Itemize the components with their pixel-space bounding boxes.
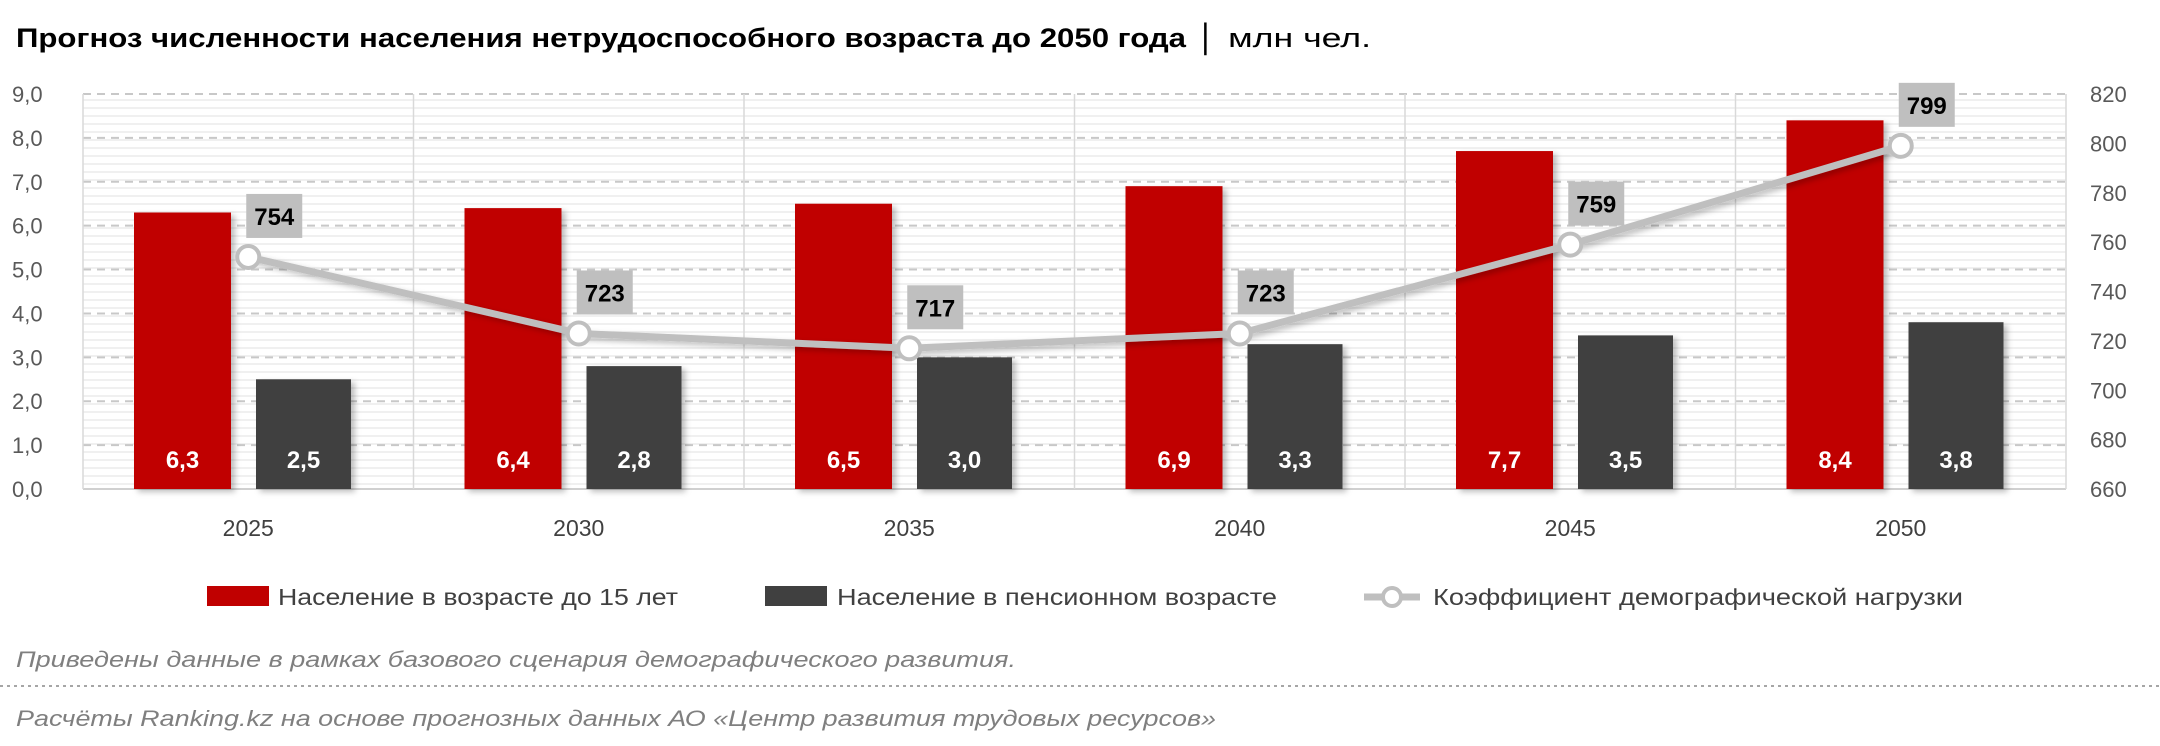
ratio-label-box (1898, 82, 1955, 127)
bar-under-15 (464, 208, 562, 489)
y-left-tick-label: 7,0 (12, 170, 43, 195)
y-left-tick-label: 2,0 (12, 389, 43, 414)
y-left-tick-label: 6,0 (12, 214, 43, 239)
y-left-tick-label: 5,0 (12, 258, 43, 283)
source-note: Расчёты Ranking.kz на основе прогнозных … (16, 706, 1216, 731)
y-right-tick-label: 820 (2090, 82, 2127, 107)
bar-value-label: 3,8 (1939, 447, 1972, 474)
legend-line-marker (1381, 586, 1403, 608)
ratio-label-box (1237, 270, 1294, 315)
y-left-tick-label: 4,0 (12, 301, 43, 326)
y-right-tick-label: 760 (2090, 230, 2127, 255)
bar-value-label: 3,3 (1278, 447, 1311, 474)
bar-value-label: 8,4 (1818, 447, 1852, 474)
y-right-tick-label: 680 (2090, 428, 2127, 453)
legend-label-under-15: Население в возрасте до 15 лет (278, 584, 679, 610)
footnote: Приведены данные в рамках базового сцена… (16, 647, 1016, 672)
ratio-value-label: 759 (1576, 192, 1616, 219)
legend-swatch-under-15 (207, 586, 269, 606)
legend-swatch-pension (765, 586, 827, 606)
ratio-value-label: 723 (585, 280, 625, 307)
bar-pension (1247, 344, 1343, 489)
x-tick-label: 2040 (1214, 515, 1265, 541)
bar-under-15 (1456, 151, 1553, 490)
bar-pension (1578, 335, 1673, 489)
y-left-tick-label: 1,0 (12, 433, 43, 458)
legend-label-ratio: Коэффициент демографической нагрузки (1433, 584, 1963, 610)
ratio-marker (565, 320, 592, 347)
legend-label-pension: Население в пенсионном возрасте (837, 584, 1277, 610)
ratio-label-box (907, 285, 964, 330)
bar-value-label: 6,4 (496, 447, 530, 474)
bar-value-label: 3,5 (1609, 447, 1642, 474)
ratio-label-box (1568, 181, 1625, 226)
ratio-value-label: 754 (254, 204, 295, 231)
ratio-marker (896, 335, 923, 362)
bar-under-15 (134, 212, 231, 489)
ratio-line (247, 142, 1902, 352)
x-tick-label: 2025 (223, 515, 274, 541)
ratio-marker (235, 243, 262, 270)
x-tick-label: 2035 (884, 515, 935, 541)
bar-value-label: 2,8 (617, 447, 650, 474)
ratio-value-label: 799 (1907, 93, 1947, 120)
legend: Население в возрасте до 15 лет Население… (207, 584, 1963, 610)
bar-pension (586, 366, 682, 489)
y-right-tick-label: 740 (2090, 280, 2127, 305)
bar-value-label: 2,5 (287, 447, 320, 474)
ratio-value-label: 717 (915, 295, 955, 322)
y-left-tick-label: 3,0 (12, 345, 43, 370)
y-right-tick-label: 720 (2090, 329, 2127, 354)
y-right-tick-label: 780 (2090, 181, 2127, 206)
ratio-label-box (576, 270, 633, 315)
ratio-value-label: 723 (1246, 280, 1286, 307)
ratio-label-box (246, 193, 303, 238)
x-tick-label: 2030 (553, 515, 604, 541)
y-right-tick-label: 660 (2090, 477, 2127, 502)
x-tick-label: 2050 (1875, 515, 1926, 541)
chart-title: Прогноз численности населения нетрудоспо… (16, 23, 1187, 53)
bar-pension (256, 379, 351, 489)
ratio-marker (1887, 132, 1914, 159)
bar-pension (917, 357, 1012, 489)
bar-pension (1908, 322, 2004, 489)
y-right-tick-label: 700 (2090, 378, 2127, 403)
bar-value-label: 6,9 (1157, 447, 1190, 474)
y-left-tick-label: 9,0 (12, 82, 43, 107)
ratio-marker (1226, 320, 1253, 347)
bar-under-15 (1786, 120, 1884, 489)
ratio-marker (1557, 231, 1584, 258)
y-right-tick-label: 800 (2090, 131, 2127, 156)
chart-unit: │ млн чел. (1196, 22, 1371, 56)
bar-value-label: 6,3 (166, 447, 199, 474)
x-tick-label: 2045 (1545, 515, 1596, 541)
bar-value-label: 6,5 (827, 447, 860, 474)
y-left-tick-label: 0,0 (12, 477, 43, 502)
bar-value-label: 7,7 (1488, 447, 1521, 474)
y-left-tick-label: 8,0 (12, 126, 43, 151)
bar-value-label: 3,0 (948, 447, 981, 474)
